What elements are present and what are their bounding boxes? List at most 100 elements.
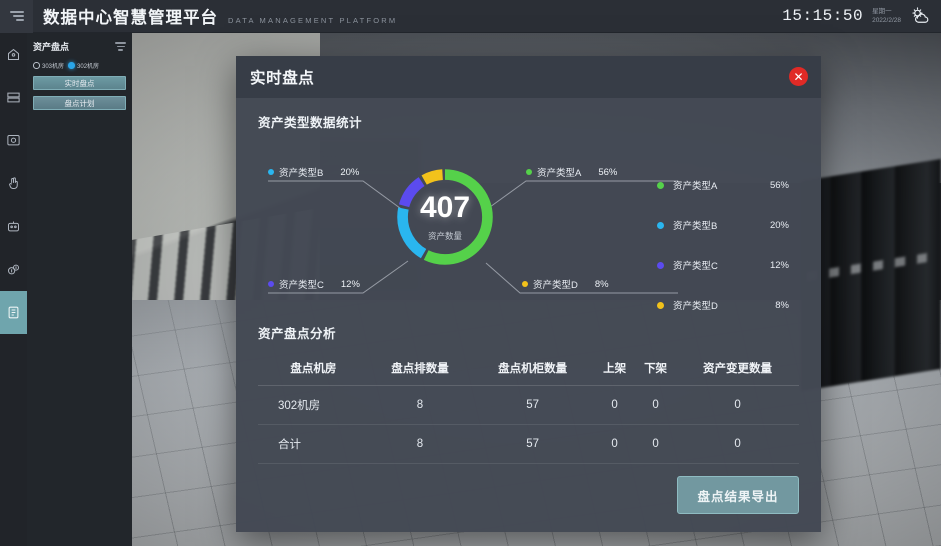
donut-center: 407 资产数量	[389, 161, 501, 273]
legend-label: 资产类型C	[673, 261, 718, 272]
callout-type-b: 资产类型B 20%	[268, 165, 359, 179]
panel-title: 资产盘点	[33, 42, 70, 52]
callout-label: 资产类型C	[279, 280, 324, 291]
legend-dot	[657, 221, 664, 229]
table-cell: 302机房	[258, 385, 369, 425]
donut-leader-lines	[268, 180, 678, 294]
donut-ring: 407 资产数量	[389, 161, 501, 273]
table-body: 302机房 8 57 0 0 0 合计 8 57 0 0 0	[258, 385, 799, 464]
clock-datestr: 2022/2/28	[872, 17, 901, 24]
legend-dot	[657, 181, 664, 189]
chart-section-title: 资产类型数据统计	[258, 116, 363, 130]
legend-label: 资产类型D	[673, 301, 718, 312]
donut-total-value: 407	[419, 190, 471, 224]
legend-label: 资产类型A	[673, 181, 718, 192]
radio-dot	[33, 62, 40, 69]
rail-item-server[interactable]	[0, 76, 27, 119]
clock-date: 星期一 2022/2/28	[872, 7, 901, 26]
callout-label: 资产类型B	[279, 168, 324, 179]
callout-dot	[268, 281, 274, 287]
legend-value: 56%	[769, 179, 789, 191]
table-row: 302机房 8 57 0 0 0	[258, 385, 799, 425]
table-cell: 0	[635, 424, 677, 464]
donut-segment-资产类型B	[397, 169, 493, 265]
legend-dot	[657, 301, 664, 309]
radio-label: 302机房	[77, 64, 100, 70]
left-icon-rail	[0, 33, 27, 546]
realtime-inventory-button[interactable]: 实时盘点	[33, 76, 126, 90]
table-row: 合计 8 57 0 0 0	[258, 424, 799, 464]
legend-value: 8%	[775, 299, 789, 311]
rail-item-robot[interactable]	[0, 205, 27, 248]
callout-value: 20%	[340, 166, 360, 178]
hamburger-icon[interactable]	[0, 0, 33, 33]
room-radio-group: 303机房 302机房	[33, 61, 126, 70]
table-header-row: 盘点机房 盘点排数量 盘点机柜数量 上架 下架 资产变更数量	[258, 351, 799, 386]
table-cell: 0	[676, 385, 799, 425]
export-result-button[interactable]: 盘点结果导出	[677, 476, 799, 514]
radio-label: 303机房	[42, 64, 65, 70]
panel-header: 资产盘点	[33, 40, 126, 53]
table-cell: 合计	[258, 424, 369, 464]
dialog-body: 资产类型数据统计 资产类型B 20% 资产类型C 12% 资产	[236, 98, 821, 532]
legend-dot	[657, 261, 664, 269]
realtime-inventory-dialog: 实时盘点 ✕ 资产类型数据统计 资产类型B 20% 资产类型C 12%	[236, 56, 821, 532]
legend-value: 20%	[769, 219, 789, 231]
legend-item: 资产类型A 56%	[657, 165, 789, 205]
callout-dot	[268, 169, 274, 175]
callout-dot	[522, 281, 528, 287]
inventory-plan-button[interactable]: 盘点计划	[33, 96, 126, 110]
legend-item: 资产类型D 8%	[657, 285, 789, 325]
dialog-header: 实时盘点 ✕	[236, 56, 821, 98]
rail-item-energy[interactable]	[0, 248, 27, 291]
callout-label: 资产类型A	[537, 168, 582, 179]
rail-item-hand[interactable]	[0, 162, 27, 205]
export-area: 盘点结果导出	[677, 476, 799, 514]
rail-item-home[interactable]	[0, 33, 27, 76]
table-cell: 0	[594, 385, 636, 425]
callout-value: 8%	[594, 278, 609, 290]
table-col-header: 盘点排数量	[368, 351, 472, 386]
clock-weekday: 星期一	[872, 7, 892, 15]
table-cell: 0	[676, 424, 799, 464]
legend-value: 12%	[769, 259, 789, 271]
table-cell: 0	[635, 385, 677, 425]
clock-time: 15:15:50	[782, 7, 864, 25]
asset-type-donut-chart: 资产类型B 20% 资产类型C 12% 资产类型A 56% 资产类型D 8%	[258, 139, 799, 317]
top-header: 数据中心智慧管理平台 DATA MANAGEMENT PLATFORM 15:1…	[0, 0, 941, 33]
table-col-header: 资产变更数量	[676, 351, 799, 386]
donut-total-label: 资产数量	[427, 230, 462, 241]
donut-svg	[397, 169, 493, 265]
sun-cloud-icon	[910, 6, 930, 26]
table-cell: 8	[368, 385, 472, 425]
table-section-title: 资产盘点分析	[258, 327, 337, 341]
radio-room-303[interactable]: 303机房	[33, 61, 64, 70]
table-col-header: 盘点机柜数量	[471, 351, 595, 386]
legend-label: 资产类型B	[673, 221, 718, 232]
table-cell: 57	[471, 385, 595, 425]
legend-item: 资产类型B 20%	[657, 205, 789, 245]
donut-segment-资产类型A	[397, 169, 493, 265]
filter-icon[interactable]	[115, 40, 126, 52]
dialog-title: 实时盘点	[250, 70, 315, 87]
chart-legend: 资产类型A 56% 资产类型B 20% 资产类型C 12% 资产类型D 8%	[657, 165, 789, 325]
brand: 数据中心智慧管理平台 DATA MANAGEMENT PLATFORM	[43, 4, 397, 28]
table-cell: 8	[368, 424, 472, 464]
table-cell: 57	[471, 424, 595, 464]
page-subtitle: DATA MANAGEMENT PLATFORM	[228, 16, 398, 25]
callout-value: 56%	[598, 166, 618, 178]
radio-dot	[68, 62, 75, 69]
legend-item: 资产类型C 12%	[657, 245, 789, 285]
rail-item-monitor[interactable]	[0, 119, 27, 162]
callout-type-c: 资产类型C 12%	[268, 277, 360, 291]
rail-item-asset[interactable]	[0, 291, 27, 334]
table-cell: 0	[594, 424, 636, 464]
radio-room-302[interactable]: 302机房	[68, 61, 99, 70]
callout-label: 资产类型D	[533, 280, 578, 291]
close-icon[interactable]: ✕	[789, 67, 808, 86]
clock-area: 15:15:50 星期一 2022/2/28	[782, 6, 941, 26]
page-title: 数据中心智慧管理平台	[43, 9, 218, 27]
callout-type-d: 资产类型D 8%	[522, 277, 609, 291]
table-col-header: 盘点机房	[258, 351, 369, 386]
table-col-header: 下架	[635, 351, 677, 386]
